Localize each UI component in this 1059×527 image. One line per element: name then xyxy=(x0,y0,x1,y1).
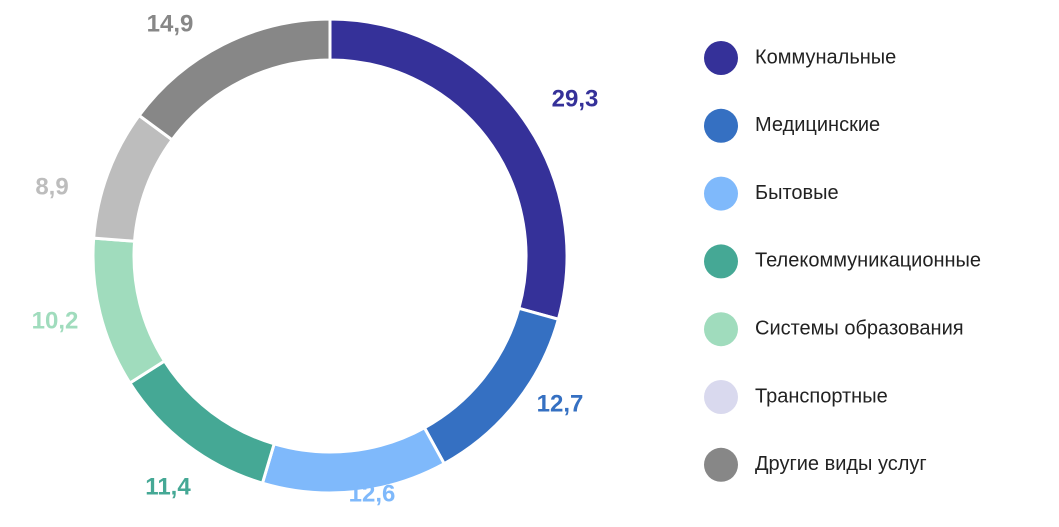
donut-slice xyxy=(92,113,175,243)
legend-swatch xyxy=(704,380,738,414)
donut-slice xyxy=(91,236,167,386)
legend-swatch xyxy=(704,176,738,211)
legend-swatch xyxy=(704,108,738,143)
value-label: 11,4 xyxy=(145,473,191,500)
legend-label: Другие виды услуг xyxy=(755,453,927,475)
value-label: 14,9 xyxy=(147,10,194,37)
donut-slice xyxy=(422,306,561,466)
legend-swatch xyxy=(704,244,738,279)
value-label: 29,3 xyxy=(552,85,599,112)
value-label: 10,2 xyxy=(32,307,79,334)
legend-label: Бытовые xyxy=(755,182,839,204)
donut-slice xyxy=(137,17,332,142)
legend-label: Телекоммуникационные xyxy=(755,250,981,272)
legend-swatch xyxy=(704,312,738,347)
value-label: 12,7 xyxy=(537,390,584,417)
value-label: 8,9 xyxy=(35,173,68,200)
legend-label: Коммунальные xyxy=(755,46,896,68)
legend-label: Медицинские xyxy=(755,114,880,136)
legend-label: Системы образования xyxy=(755,317,964,339)
donut-slice xyxy=(328,17,569,322)
legend-swatch xyxy=(704,447,738,482)
legend-label: Транспортные xyxy=(755,385,888,407)
value-label: 12,6 xyxy=(349,480,396,507)
legend-swatch xyxy=(704,41,738,75)
donut-slice xyxy=(127,358,277,486)
